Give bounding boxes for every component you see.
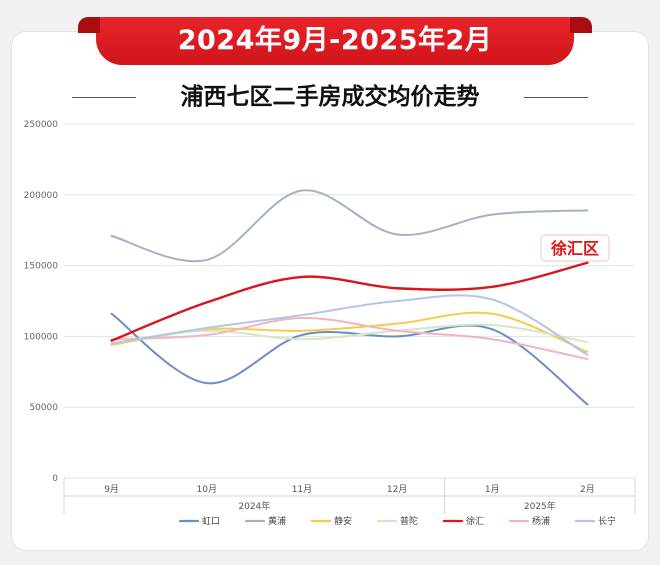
series-line-黄浦 — [110, 189, 589, 263]
y-tick-label: 250000 — [24, 120, 59, 130]
subtitle-rule-right — [524, 97, 588, 98]
period-title: 2024年9月-2025年2月 — [177, 25, 493, 56]
y-tick-label: 100000 — [24, 332, 59, 342]
legend-label-静安: 静安 — [334, 515, 352, 527]
callout-box — [540, 234, 610, 262]
x-tick-label: 2月 — [580, 484, 595, 495]
y-tick-label: 150000 — [24, 262, 59, 272]
period-banner: 2024年9月-2025年2月 — [78, 17, 592, 65]
series-line-普陀 — [110, 323, 589, 345]
chart-card — [12, 32, 648, 550]
y-tick-label: 0 — [52, 474, 58, 484]
x-tick-label: 9月 — [104, 484, 119, 495]
x-tick-label: 11月 — [292, 484, 312, 495]
x-tick-label: 1月 — [485, 484, 500, 495]
y-tick-label: 200000 — [24, 191, 59, 201]
callout-label: 徐汇区 — [550, 239, 599, 258]
subtitle-rule-left — [72, 97, 136, 98]
x-tick-label: 12月 — [387, 484, 407, 495]
year-group-label: 2024年 — [238, 500, 270, 512]
subtitle-row: 浦西七区二手房成交均价走势 — [0, 82, 660, 112]
series-line-虹口 — [110, 312, 589, 406]
series-line-杨浦 — [110, 316, 589, 361]
year-group-label: 2025年 — [524, 500, 556, 512]
legend-label-徐汇: 徐汇 — [466, 515, 484, 527]
legend-label-黄浦: 黄浦 — [268, 515, 286, 527]
series-line-徐汇 — [110, 261, 589, 342]
legend-label-普陀: 普陀 — [400, 515, 418, 527]
legend-label-杨浦: 杨浦 — [532, 515, 550, 527]
x-tick-label: 10月 — [197, 484, 217, 495]
legend-label-虹口: 虹口 — [202, 516, 220, 527]
legend-label-长宁: 长宁 — [598, 515, 616, 527]
series-line-长宁 — [110, 294, 589, 356]
chart-subtitle: 浦西七区二手房成交均价走势 — [180, 84, 480, 110]
y-tick-label: 50000 — [29, 403, 58, 413]
